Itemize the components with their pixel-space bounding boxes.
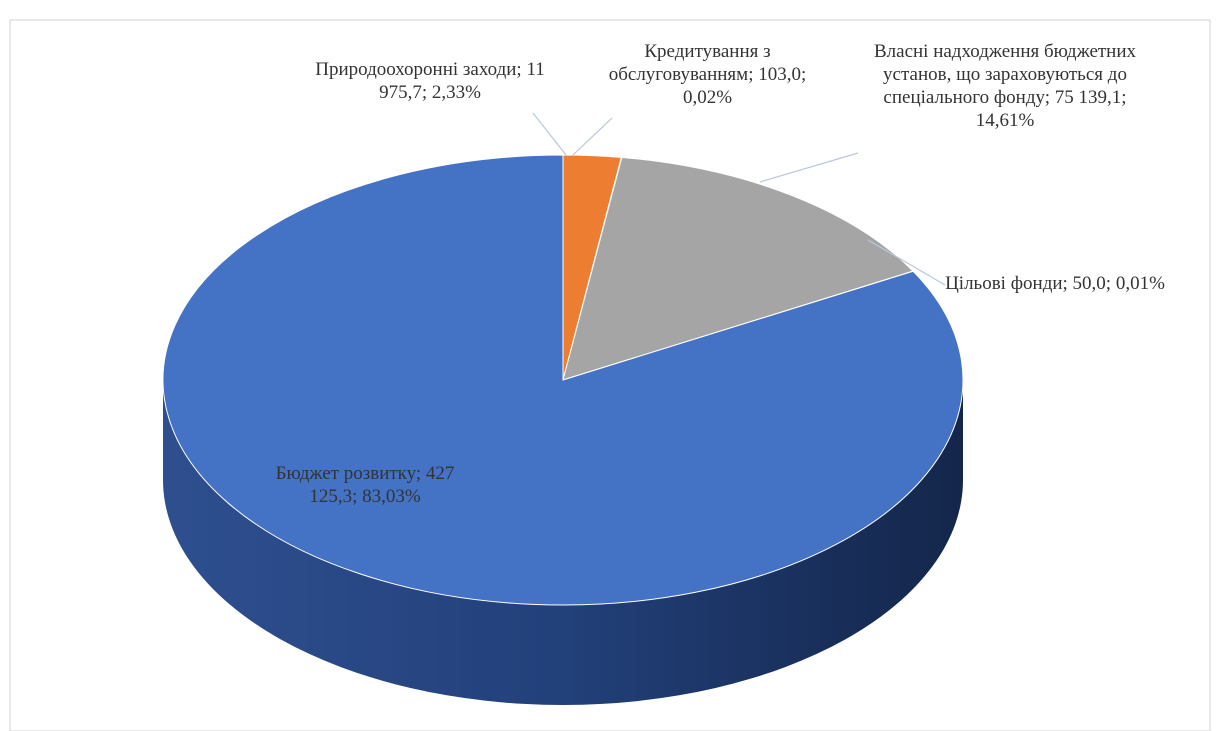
data-label: Кредитування з обслуговуванням; 103,0; 0… xyxy=(608,41,807,108)
data-label: Цільові фонди; 50,0; 0,01% xyxy=(945,273,1165,294)
data-label: Власні надходження бюджетних установ, що… xyxy=(873,41,1137,131)
leader-line xyxy=(572,117,613,156)
frame xyxy=(9,19,1211,731)
slice xyxy=(562,156,914,381)
leader-line xyxy=(759,152,859,183)
data-label: Природоохоронні заходи; 11 975,7; 2,33% xyxy=(315,59,545,103)
slice-side xyxy=(163,380,963,705)
slice xyxy=(162,154,964,606)
leader-line xyxy=(867,239,946,286)
data-label: Бюджет розвитку; 427 125,3; 83,03% xyxy=(275,463,455,507)
leader-line xyxy=(532,112,567,156)
